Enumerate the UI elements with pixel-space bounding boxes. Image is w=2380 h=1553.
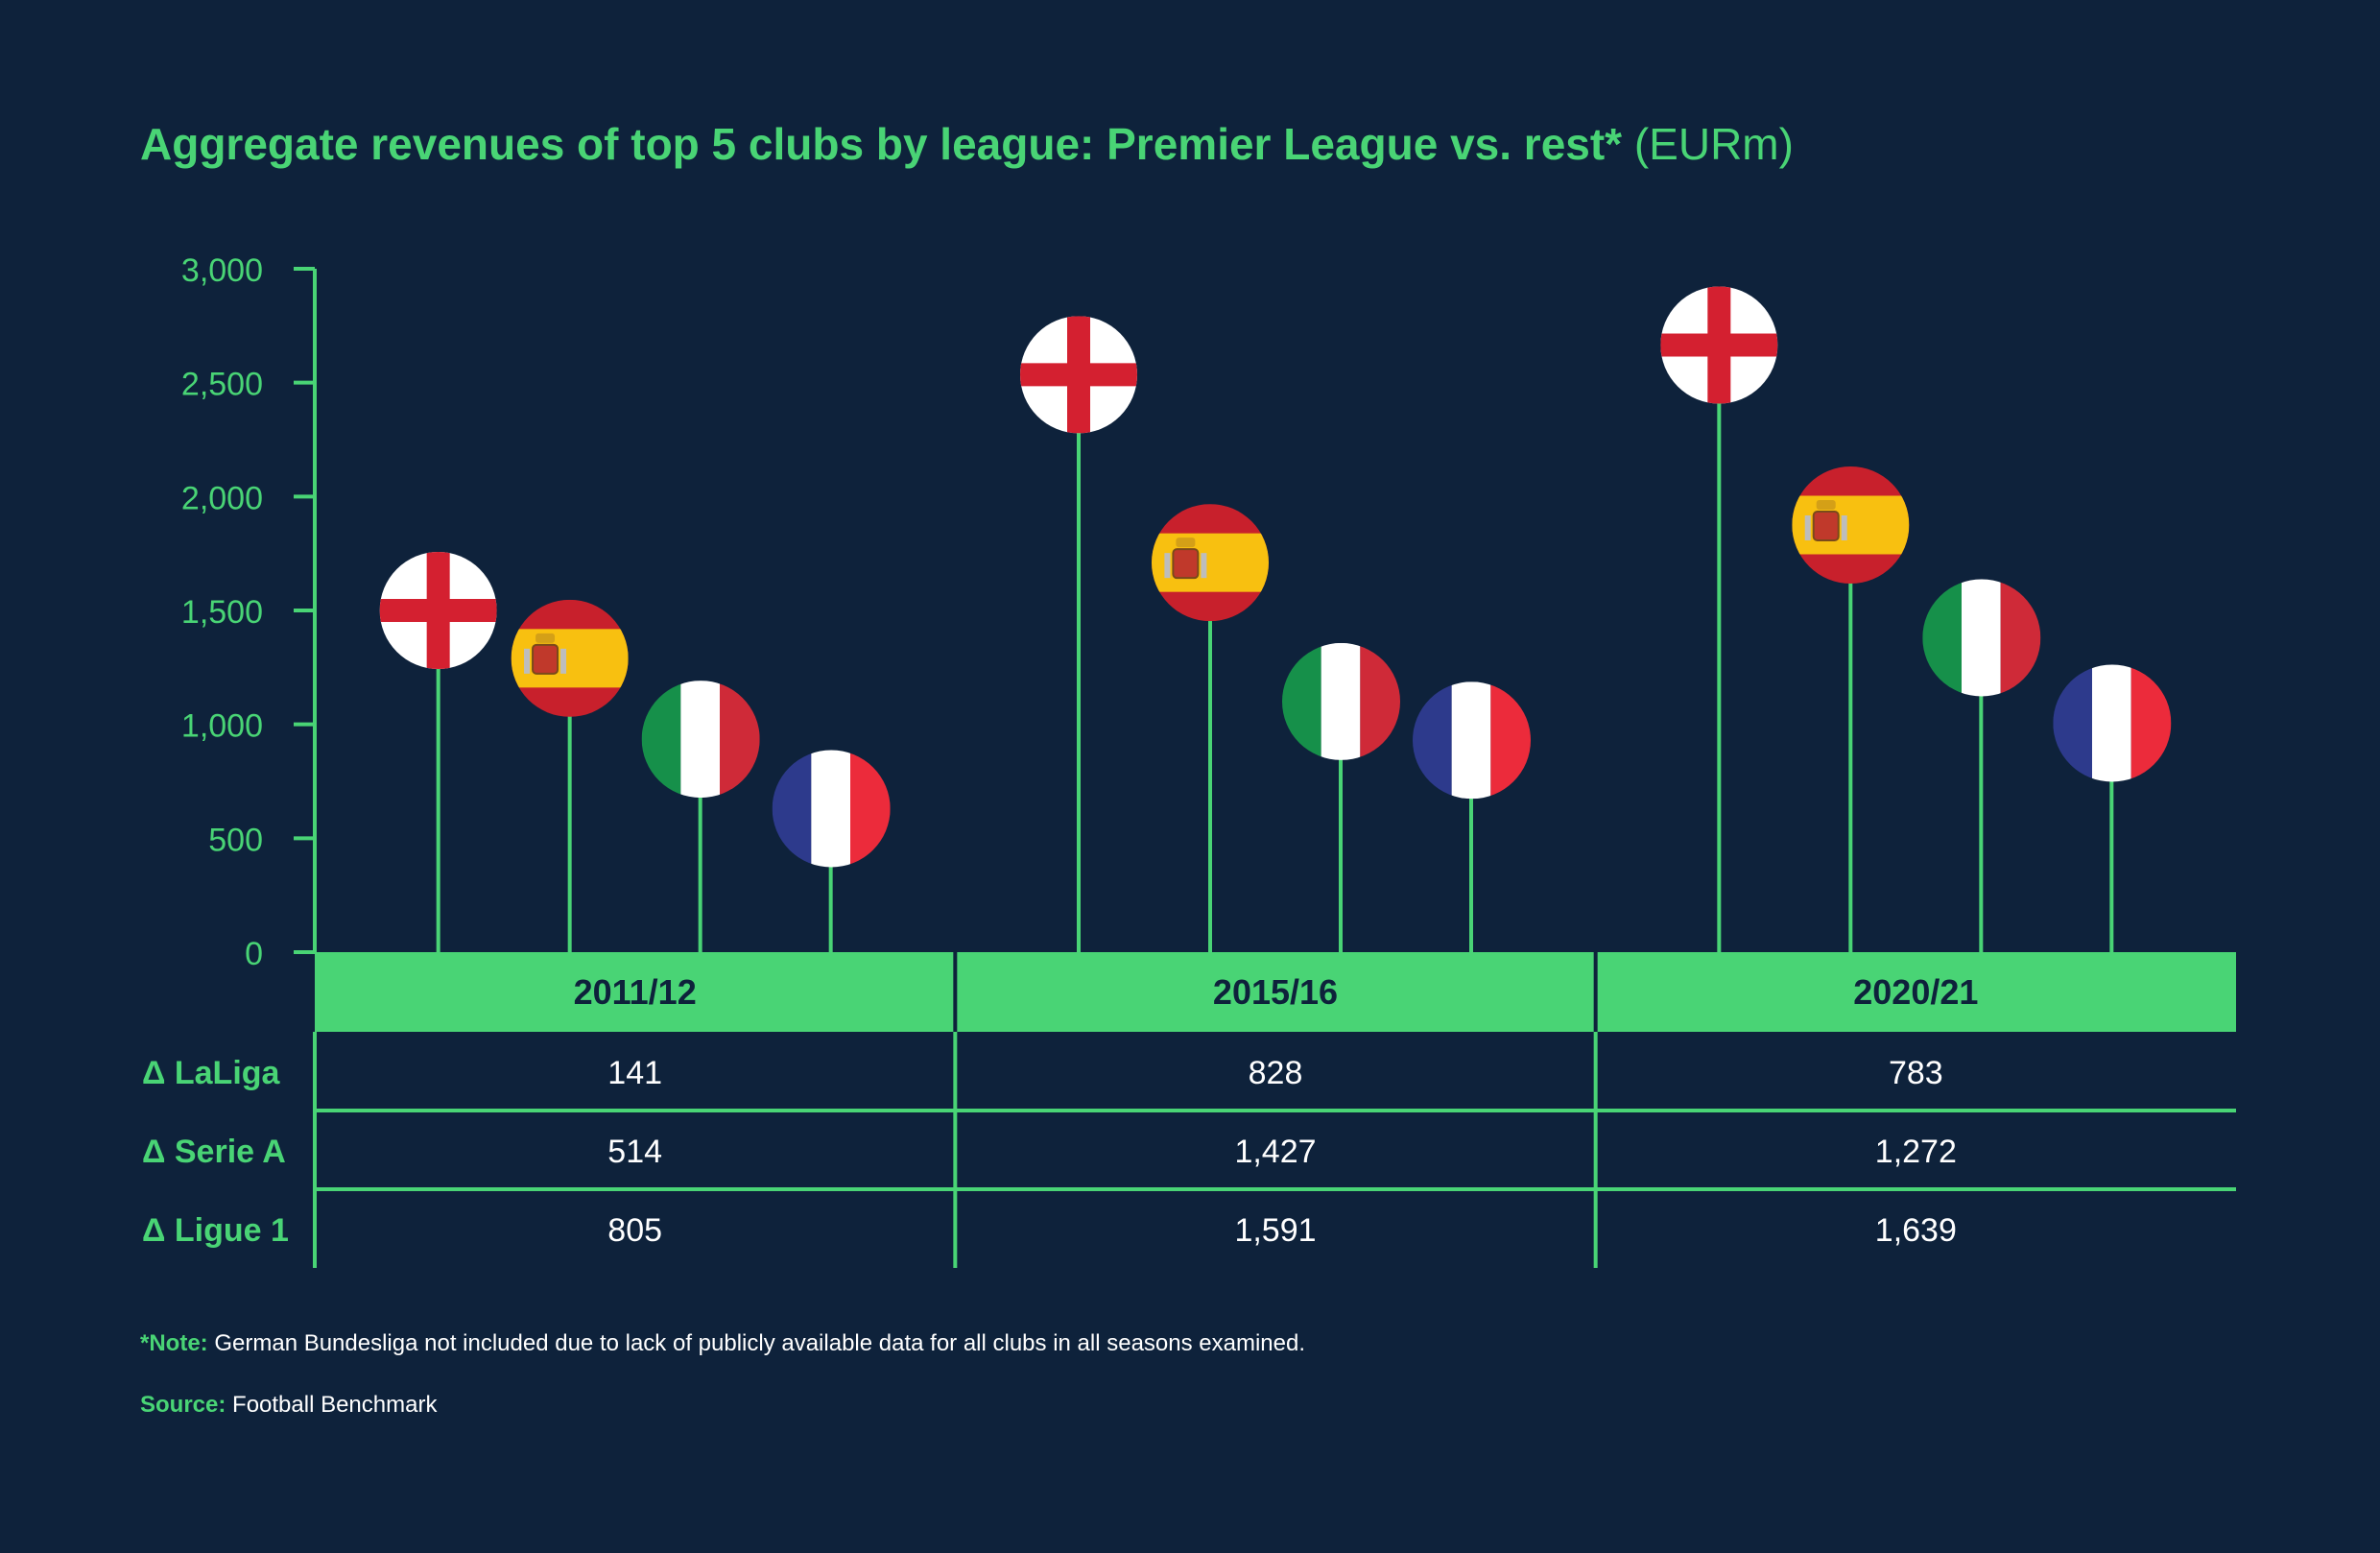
delta-table: Δ LaLiga 141 828 783 Δ Serie A 514 1,427 1,272 Δ… (142, 1032, 2236, 1268)
coat-pillar-right (1841, 515, 1847, 540)
france-flag (1413, 681, 1531, 800)
y-tick-label: 2,000 (181, 480, 263, 516)
table-cell: 1,591 (1234, 1212, 1316, 1249)
green-stripe (1282, 642, 1321, 760)
england-flag (379, 552, 497, 669)
coat-pillar-right (1201, 553, 1207, 579)
green-stripe (641, 681, 681, 799)
coat-pillar-right (560, 648, 567, 674)
table-cell: 828 (1249, 1055, 1303, 1091)
coat-crown (1176, 538, 1196, 548)
italy-flag (641, 681, 760, 799)
season-label: 2015/16 (1213, 972, 1338, 1012)
england-flag-body (1660, 286, 1778, 404)
footnote-note: *Note: German Bundesliga not included du… (140, 1328, 1305, 1359)
y-tick-label: 1,500 (181, 594, 263, 631)
y-tick-label: 3,000 (181, 252, 263, 289)
season-label: 2020/21 (1853, 972, 1978, 1012)
row-label: Δ Ligue 1 (142, 1212, 289, 1249)
coat-pillar-left (1804, 515, 1811, 540)
source-text: Football Benchmark (226, 1392, 438, 1418)
y-tick-label: 500 (208, 822, 263, 858)
cross-vertical (426, 552, 450, 669)
coat-pillar-left (1164, 553, 1171, 579)
england-flag-body (1020, 316, 1137, 434)
spain-flag (1792, 466, 1910, 584)
y-tick-label: 1,000 (181, 708, 263, 745)
white-stripe (1962, 579, 2001, 697)
blue-stripe (2053, 664, 2092, 782)
table-cell: 1,639 (1875, 1212, 1957, 1249)
table-cell: 1,427 (1234, 1134, 1316, 1170)
italy-flag-body (641, 681, 760, 799)
source-label: Source: (140, 1392, 226, 1418)
red-stripe (1490, 681, 1531, 800)
coat-shield (1812, 511, 1840, 541)
red-stripe (1360, 642, 1400, 760)
white-stripe (680, 681, 720, 799)
y-tick-label: 2,500 (181, 367, 263, 403)
note-label: *Note: (140, 1330, 208, 1356)
white-stripe (811, 750, 850, 868)
chart-title-main: Aggregate revenues of top 5 clubs by lea… (140, 119, 1623, 169)
green-stripe (1922, 579, 1962, 697)
england-flag-body (379, 552, 497, 669)
white-stripe (1321, 642, 1361, 760)
italy-flag (1282, 642, 1400, 760)
spain-flag-body (1152, 504, 1269, 622)
lollipop-stems (436, 345, 2114, 952)
coat-shield (532, 643, 559, 675)
season-band-fill (315, 952, 2236, 1032)
italy-flag (1922, 579, 2041, 697)
white-stripe (2092, 664, 2131, 782)
table-cell: 514 (607, 1134, 662, 1170)
spain-flag-body (511, 599, 629, 717)
red-stripe (850, 750, 891, 868)
y-tick-label: 0 (245, 936, 263, 972)
table-cell: 805 (607, 1212, 662, 1249)
note-text: German Bundesliga not included due to la… (207, 1330, 1306, 1356)
y-axis: 0 500 1,000 1,500 2,000 2,500 3,000 (181, 252, 317, 972)
season-band: 2011/12 2015/16 2020/21 (315, 952, 2236, 1032)
italy-flag-body (1922, 579, 2041, 697)
yellow-band (1792, 495, 1910, 555)
red-stripe (2130, 664, 2172, 782)
yellow-band (511, 629, 629, 688)
row-label: Δ Serie A (142, 1134, 286, 1170)
coat-pillar-left (524, 648, 531, 674)
cross-vertical (1707, 286, 1731, 404)
flag-markers (379, 286, 2172, 868)
blue-stripe (772, 750, 812, 868)
france-flag (2053, 664, 2172, 782)
table-cell: 1,272 (1875, 1134, 1957, 1170)
spain-flag (1152, 504, 1269, 622)
chart-title: Aggregate revenues of top 5 clubs by lea… (140, 113, 1794, 175)
spain-flag (511, 599, 629, 717)
white-stripe (1451, 681, 1491, 800)
france-flag-body (2053, 664, 2172, 782)
red-stripe (720, 681, 760, 799)
coat-crown (536, 633, 556, 643)
row-label: Δ LaLiga (142, 1055, 281, 1091)
france-flag (772, 750, 891, 868)
table-cell: 141 (607, 1055, 662, 1091)
yellow-band (1152, 533, 1269, 592)
blue-stripe (1413, 681, 1452, 800)
table-cell: 783 (1889, 1055, 1943, 1091)
france-flag-body (772, 750, 891, 868)
england-flag (1020, 316, 1137, 434)
coat-crown (1816, 500, 1836, 510)
chart-title-unit: (EURm) (1633, 119, 1794, 169)
coat-shield (1172, 548, 1200, 580)
italy-flag-body (1282, 642, 1400, 760)
spain-flag-body (1792, 466, 1910, 584)
cross-vertical (1067, 316, 1090, 434)
england-flag (1660, 286, 1778, 404)
france-flag-body (1413, 681, 1531, 800)
footnote-source: Source: Football Benchmark (140, 1390, 437, 1421)
season-label: 2011/12 (574, 972, 697, 1012)
red-stripe (2000, 579, 2041, 697)
